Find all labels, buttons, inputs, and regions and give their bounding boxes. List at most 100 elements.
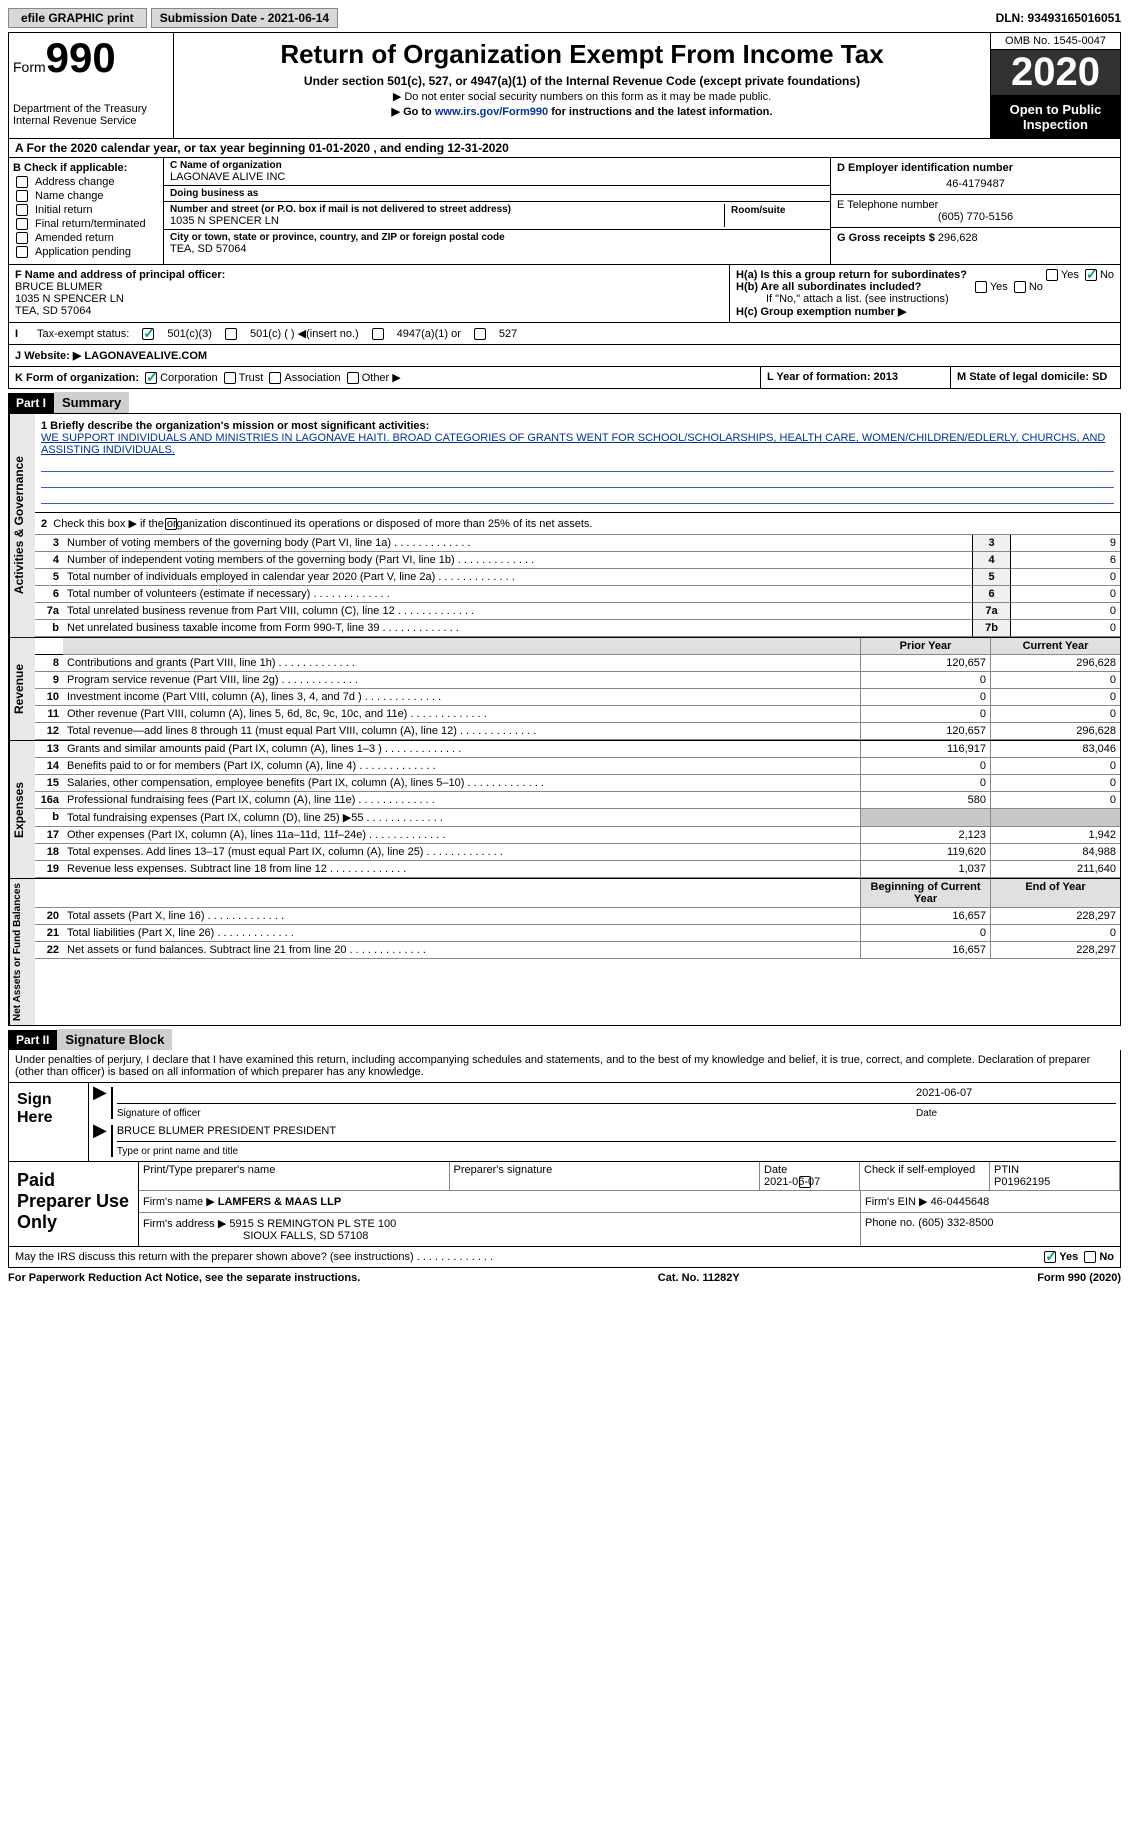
- gross-receipts: 296,628: [938, 232, 978, 244]
- boxb-opt: Application pending: [35, 246, 131, 258]
- discuss-text: May the IRS discuss this return with the…: [15, 1251, 493, 1263]
- current-val: 296,628: [990, 655, 1120, 672]
- prior-val: 16,657: [860, 908, 990, 925]
- box-g-label: G Gross receipts $: [837, 232, 935, 244]
- room-label: Room/suite: [731, 205, 785, 216]
- line-text: Benefits paid to or for members (Part IX…: [63, 758, 860, 775]
- k-other[interactable]: [347, 372, 359, 384]
- form-number: 990: [46, 34, 116, 81]
- type-name-lbl: Type or print name and title: [117, 1146, 1116, 1157]
- current-val: 84,988: [990, 844, 1120, 861]
- form-word: Form: [13, 59, 46, 75]
- tax-year: 2020: [991, 50, 1120, 96]
- current-val: 1,942: [990, 827, 1120, 844]
- i-4947[interactable]: [372, 328, 384, 340]
- prior-val: [860, 809, 990, 827]
- q2-check[interactable]: [165, 518, 177, 530]
- hb-label: H(b) Are all subordinates included?: [736, 281, 921, 293]
- prior-val: 0: [860, 672, 990, 689]
- prep-name-hdr: Print/Type preparer's name: [139, 1162, 450, 1191]
- ha-yes[interactable]: [1046, 269, 1058, 281]
- form-header: Form990 Department of the Treasury Inter…: [8, 32, 1121, 139]
- boxb-check[interactable]: [16, 204, 28, 216]
- website: LAGONAVEALIVE.COM: [81, 350, 207, 362]
- i-501c[interactable]: [225, 328, 237, 340]
- line-val: 0: [1010, 569, 1120, 586]
- prep-sig-hdr: Preparer's signature: [450, 1162, 761, 1191]
- firm-addr1: 5915 S REMINGTON PL STE 100: [229, 1218, 396, 1230]
- boxb-check[interactable]: [16, 232, 28, 244]
- begin-year-hdr: Beginning of Current Year: [860, 879, 990, 908]
- street: 1035 N SPENCER LN: [170, 215, 724, 227]
- line-text: Total number of individuals employed in …: [63, 569, 972, 586]
- irs-link[interactable]: www.irs.gov/Form990: [435, 106, 548, 118]
- current-val: 0: [990, 689, 1120, 706]
- dba-label: Doing business as: [170, 188, 258, 199]
- boxb-check[interactable]: [16, 190, 28, 202]
- prior-val: 0: [860, 925, 990, 942]
- line-text: Total liabilities (Part X, line 26): [63, 925, 860, 942]
- ptin: P01962195: [994, 1176, 1050, 1188]
- hb-yes[interactable]: [975, 281, 987, 293]
- declaration: Under penalties of perjury, I declare th…: [9, 1050, 1120, 1082]
- prior-val: 0: [860, 758, 990, 775]
- instr-1: ▶ Do not enter social security numbers o…: [180, 90, 984, 103]
- top-bar: efile GRAPHIC print Submission Date - 20…: [8, 8, 1121, 28]
- box-b: B Check if applicable: Address changeNam…: [9, 158, 164, 264]
- line-text: Total fundraising expenses (Part IX, col…: [63, 809, 860, 827]
- q2-text: Check this box ▶ if the organization dis…: [53, 518, 592, 530]
- line-text: Revenue less expenses. Subtract line 18 …: [63, 861, 860, 878]
- tax-period: A For the 2020 calendar year, or tax yea…: [8, 139, 1121, 158]
- prior-val: 119,620: [860, 844, 990, 861]
- boxb-opt: Name change: [35, 190, 104, 202]
- ha-label: H(a) Is this a group return for subordin…: [736, 269, 967, 281]
- form-title: Return of Organization Exempt From Incom…: [180, 39, 984, 70]
- current-val: 0: [990, 706, 1120, 723]
- box-i-label: Tax-exempt status:: [37, 328, 129, 340]
- officer-addr2: TEA, SD 57064: [15, 305, 91, 317]
- sig-date-val: 2021-06-07: [916, 1087, 1116, 1099]
- part-i-title: Summary: [54, 392, 129, 413]
- boxb-opt: Amended return: [35, 232, 114, 244]
- officer-printed: BRUCE BLUMER PRESIDENT PRESIDENT: [117, 1125, 1116, 1137]
- mission-text: WE SUPPORT INDIVIDUALS AND MINISTRIES IN…: [41, 432, 1105, 456]
- boxb-opt: Final return/terminated: [35, 218, 146, 230]
- box-e-label: E Telephone number: [837, 199, 938, 211]
- discuss-no[interactable]: [1084, 1251, 1096, 1263]
- line-text: Total expenses. Add lines 13–17 (must eq…: [63, 844, 860, 861]
- firm-ein: 46-0445648: [931, 1196, 990, 1208]
- prior-val: 16,657: [860, 942, 990, 959]
- omb-number: OMB No. 1545-0047: [991, 33, 1120, 50]
- current-val: 0: [990, 775, 1120, 792]
- k-assoc[interactable]: [269, 372, 281, 384]
- line-text: Net assets or fund balances. Subtract li…: [63, 942, 860, 959]
- current-val: 83,046: [990, 741, 1120, 758]
- current-year-hdr: Current Year: [990, 638, 1120, 655]
- ha-no[interactable]: [1085, 269, 1097, 281]
- boxb-check[interactable]: [16, 246, 28, 258]
- box-m: M State of legal domicile: SD: [957, 371, 1107, 383]
- line-text: Salaries, other compensation, employee b…: [63, 775, 860, 792]
- hb-no[interactable]: [1014, 281, 1026, 293]
- boxb-opt: Initial return: [35, 204, 92, 216]
- footer-left: For Paperwork Reduction Act Notice, see …: [8, 1272, 360, 1284]
- line-text: Other expenses (Part IX, column (A), lin…: [63, 827, 860, 844]
- side-governance: Activities & Governance: [9, 414, 35, 637]
- i-527[interactable]: [474, 328, 486, 340]
- boxb-check[interactable]: [16, 176, 28, 188]
- efile-button[interactable]: efile GRAPHIC print: [8, 8, 147, 28]
- line-text: Total revenue—add lines 8 through 11 (mu…: [63, 723, 860, 740]
- prior-val: 0: [860, 706, 990, 723]
- boxb-check[interactable]: [16, 218, 28, 230]
- k-corp[interactable]: [145, 372, 157, 384]
- line-text: Total number of volunteers (estimate if …: [63, 586, 972, 603]
- self-employed-check[interactable]: [799, 1176, 811, 1188]
- k-trust[interactable]: [224, 372, 236, 384]
- footer-center: Cat. No. 11282Y: [658, 1272, 740, 1284]
- discuss-yes[interactable]: [1044, 1251, 1056, 1263]
- firm-phone: (605) 332-8500: [918, 1217, 993, 1229]
- line-val: 0: [1010, 603, 1120, 620]
- prior-val: 120,657: [860, 655, 990, 672]
- i-501c3[interactable]: [142, 328, 154, 340]
- prior-val: 120,657: [860, 723, 990, 740]
